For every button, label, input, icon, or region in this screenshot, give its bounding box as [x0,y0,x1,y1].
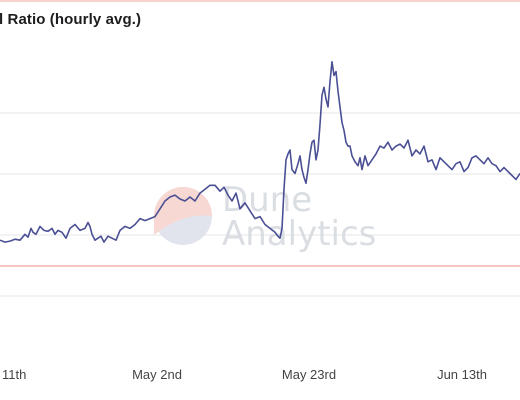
x-tick-label: Jun 13th [437,367,487,382]
x-tick-label: 11th [2,367,26,382]
dune-watermark: Dune Analytics [154,180,376,254]
watermark-text-line2: Analytics [222,214,376,254]
x-tick-label: May 2nd [132,367,182,382]
x-tick-label: May 23rd [282,367,336,382]
chart-title: l Ratio (hourly avg.) [0,11,142,28]
series-line [0,61,520,243]
